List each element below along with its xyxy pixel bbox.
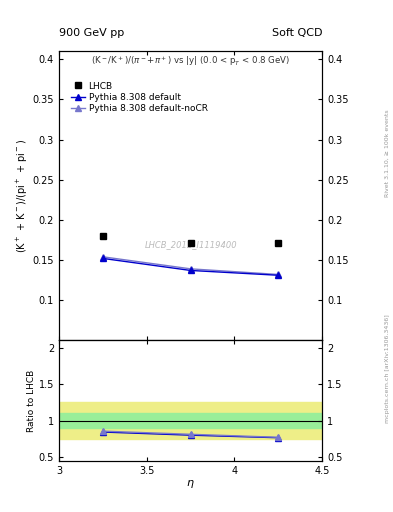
Pythia 8.308 default-noCR (276, 271, 281, 278)
Pythia 8.308 default (276, 272, 281, 279)
Bar (59, 413, 322, 428)
Text: 900 GeV pp: 900 GeV pp (59, 28, 124, 38)
Text: (K$^-$/K$^+$)/($\pi^-$+$\pi^+$) vs |y| (0.0 < p$_T$ < 0.8 GeV): (K$^-$/K$^+$)/($\pi^-$+$\pi^+$) vs |y| (… (91, 54, 290, 68)
Pythia 8.308 default (101, 255, 105, 262)
Text: Soft QCD: Soft QCD (272, 28, 322, 38)
Pythia 8.308 default (188, 267, 193, 273)
Legend: LHCB, Pythia 8.308 default, Pythia 8.308 default-noCR: LHCB, Pythia 8.308 default, Pythia 8.308… (69, 79, 210, 116)
Text: LHCB_2012_I1119400: LHCB_2012_I1119400 (144, 241, 237, 249)
X-axis label: $\eta$: $\eta$ (186, 478, 195, 490)
Text: mcplots.cern.ch [arXiv:1306.3436]: mcplots.cern.ch [arXiv:1306.3436] (385, 314, 389, 423)
Line: Pythia 8.308 default-noCR: Pythia 8.308 default-noCR (100, 254, 281, 278)
Line: Pythia 8.308 default: Pythia 8.308 default (100, 255, 281, 278)
Pythia 8.308 default-noCR (101, 254, 105, 260)
Bar (59, 402, 322, 439)
LHCB (276, 240, 281, 246)
Line: LHCB: LHCB (99, 232, 282, 247)
LHCB (101, 233, 105, 239)
Text: Rivet 3.1.10, ≥ 100k events: Rivet 3.1.10, ≥ 100k events (385, 110, 389, 198)
Pythia 8.308 default-noCR (188, 266, 193, 272)
LHCB (188, 240, 193, 246)
Y-axis label: Ratio to LHCB: Ratio to LHCB (27, 370, 36, 432)
Y-axis label: (K$^+$ + K$^-$)/(pi$^+$ + pi$^-$): (K$^+$ + K$^-$)/(pi$^+$ + pi$^-$) (15, 139, 30, 253)
